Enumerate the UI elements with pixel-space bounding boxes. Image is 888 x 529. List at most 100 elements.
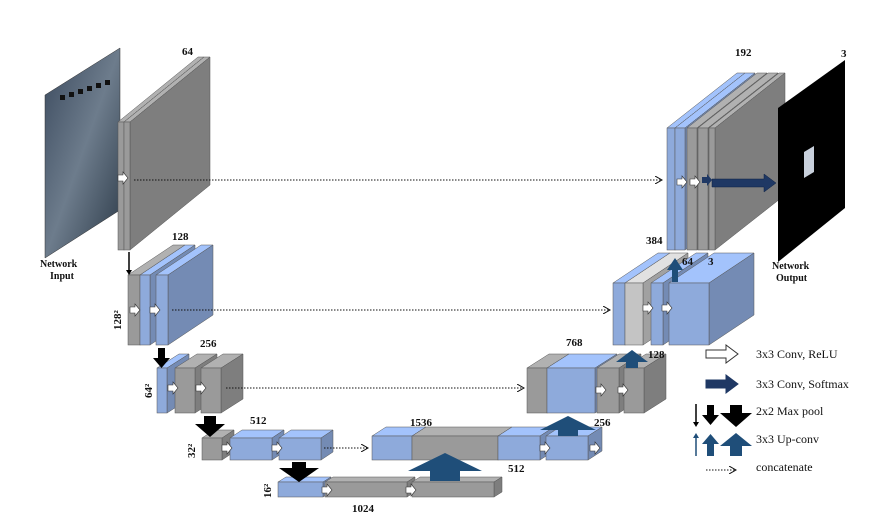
conv-relu-arrow (689, 175, 701, 189)
block-front-face (612, 282, 626, 346)
dec4-block-skip (411, 426, 513, 461)
block-top-face (324, 476, 416, 483)
input-image-detail (96, 83, 101, 88)
conv-relu-arrow (129, 303, 141, 317)
block-front-face (497, 435, 541, 461)
block-front-face (526, 367, 548, 414)
conv-relu-arrow (149, 303, 161, 317)
conv-relu-arrow (595, 383, 607, 397)
block-front-face (229, 437, 273, 461)
enc2-size: 128² (112, 310, 124, 331)
softmax-output-arrow (711, 173, 777, 193)
legend-concatenate: concatenate (756, 460, 813, 474)
output-channels: 3 (841, 48, 847, 60)
dec3-block-b (623, 353, 667, 414)
block-front-face (371, 435, 413, 461)
block-front-face (277, 481, 324, 498)
enc3-size: 64² (143, 383, 155, 398)
enc4-block-a (229, 429, 285, 461)
conv-relu-arrow (661, 301, 673, 315)
conv-relu-arrow (195, 381, 207, 395)
input-image-detail (87, 86, 92, 91)
arrows (117, 171, 777, 497)
dec2-out-channels: 3 (708, 256, 714, 268)
upconv-arrow (616, 350, 648, 368)
input-image-detail (60, 95, 65, 100)
conv-softmax-arrow (702, 174, 712, 186)
dec3-out-channels: 256 (594, 417, 611, 429)
network-input-image (44, 47, 121, 259)
legend-max-pool: 2x2 Max pool (756, 404, 824, 418)
conv-relu-arrow (221, 441, 233, 455)
block-front-face (668, 282, 710, 346)
feature-map-blocks (44, 47, 845, 498)
conv-relu-arrow (167, 381, 179, 395)
enc4-block-b (278, 429, 334, 461)
enc2-channels: 128 (172, 231, 189, 243)
block-front-face (324, 481, 408, 498)
block-front-face (686, 127, 698, 251)
enc4-size: 32² (186, 443, 198, 458)
input-image-detail (78, 89, 83, 94)
bottleneck-size: 16² (262, 483, 274, 498)
dec3-channels: 128 (648, 349, 665, 361)
dec1-concat-channels: 192 (735, 47, 752, 59)
network-output-label-2: Output (776, 273, 808, 284)
enc1-block-b (123, 56, 211, 251)
network-input-label-2: Input (50, 271, 75, 282)
block-front-face (201, 437, 223, 461)
bottleneck-channels: 1024 (352, 503, 375, 515)
block-front-face (545, 435, 589, 461)
block-front-face (156, 367, 168, 414)
enc3-channels: 256 (200, 338, 217, 350)
legend: 3x3 Conv, ReLU 3x3 Conv, Softmax 2x2 Max… (693, 344, 849, 474)
maxpool-arrow (195, 416, 225, 437)
block-front-face (174, 367, 196, 414)
conv-relu-arrow (539, 441, 551, 455)
conv-relu-arrow (271, 441, 283, 455)
layer-labels: Network Input Network Output 64 128 128²… (40, 46, 847, 515)
enc4-channels: 512 (250, 415, 267, 427)
block-front-face (411, 481, 495, 498)
legend-conv-softmax: 3x3 Conv, Softmax (756, 377, 849, 391)
conv-relu-arrow (642, 301, 654, 315)
maxpool-arrow (279, 462, 319, 482)
enc1-channels: 64 (182, 46, 194, 58)
block-front-face (123, 121, 131, 251)
block-front-face (650, 282, 664, 346)
conv-relu-arrow (321, 483, 333, 497)
dec4-concat-channels: 1536 (410, 417, 433, 429)
legend-conv-relu: 3x3 Conv, ReLU (756, 347, 838, 361)
white-arrow-icon (705, 344, 739, 364)
black-down-arrow-icon (693, 404, 752, 427)
block-front-face (674, 127, 686, 251)
conv-relu-arrow (405, 483, 417, 497)
block-front-face (546, 367, 596, 414)
dec2-concat-channels: 384 (646, 235, 663, 247)
block-front-face (624, 282, 644, 346)
input-image-detail (69, 92, 74, 97)
block-front-face (117, 121, 125, 251)
output-segmentation-region (804, 146, 814, 178)
blue-up-arrow-icon (693, 433, 752, 456)
dec2-block-b (668, 252, 755, 346)
maxpool-arrow (153, 348, 170, 368)
bottleneck-block-a (324, 476, 416, 498)
block-front-face (697, 127, 709, 251)
enc3-block-b (200, 353, 244, 414)
block-front-face (666, 127, 676, 251)
enc2-block-b (155, 244, 214, 346)
upconv-arrow (408, 453, 482, 481)
network-input-label-1: Network (40, 259, 78, 270)
legend-up-conv: 3x3 Up-conv (756, 432, 819, 446)
conv-relu-arrow (589, 441, 601, 455)
conv-relu-arrow (617, 383, 629, 397)
block-front-face (411, 435, 499, 461)
block-front-face (708, 127, 716, 251)
maxpool-arrow-head (126, 270, 132, 275)
upconv-arrow (540, 416, 596, 436)
dec1-block-c (708, 72, 786, 251)
dec4-channels: 512 (508, 463, 525, 475)
